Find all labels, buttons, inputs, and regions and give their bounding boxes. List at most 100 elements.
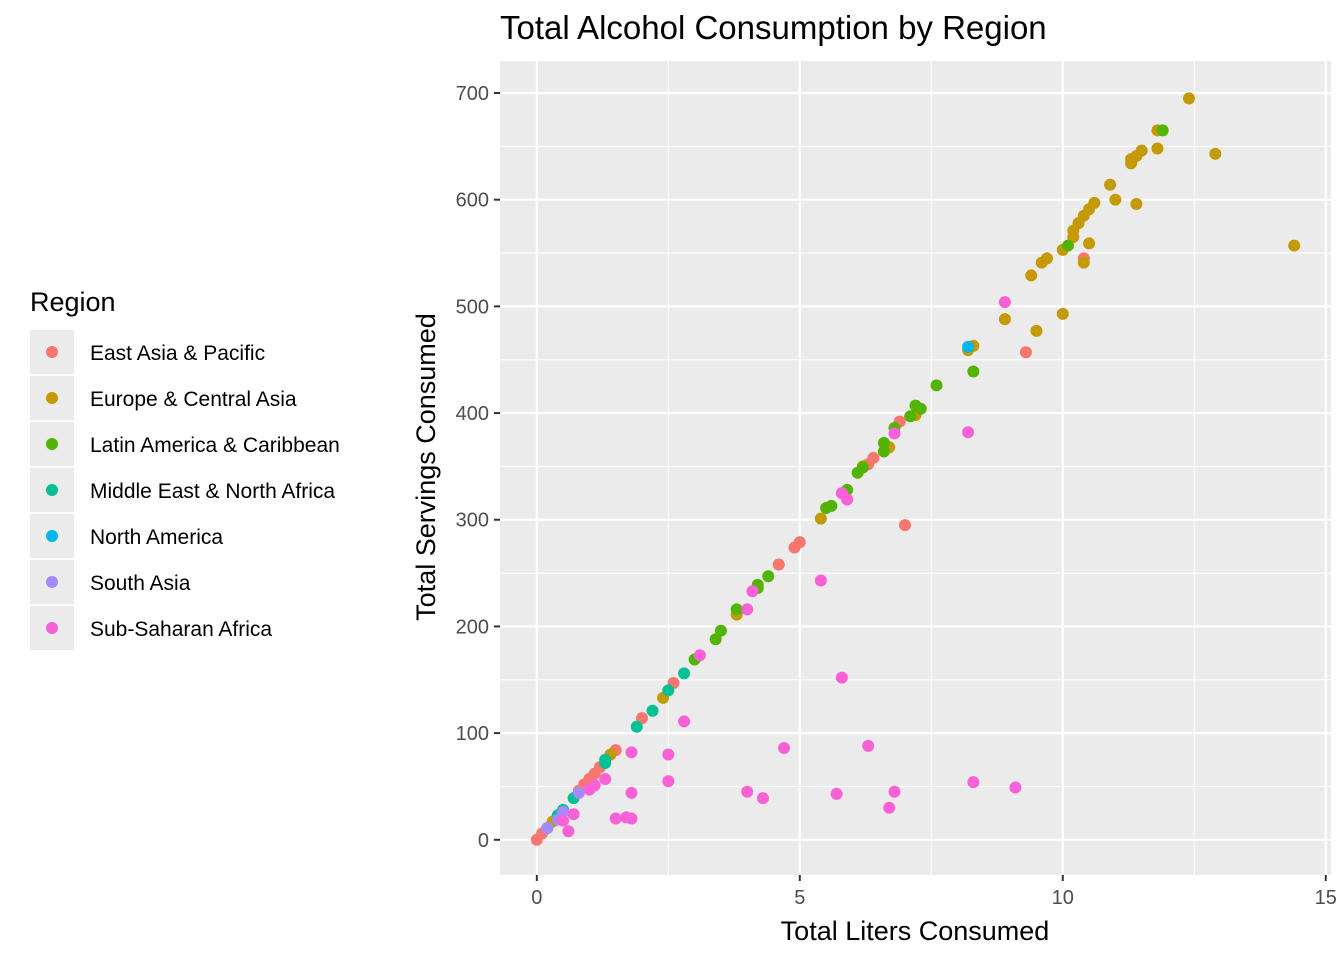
data-point (962, 340, 975, 353)
data-point (930, 379, 943, 392)
data-point (862, 739, 875, 752)
data-point (1062, 239, 1075, 252)
plot-panel (500, 61, 1331, 875)
y-axis-title: Total Servings Consumed (411, 313, 441, 621)
data-point (541, 822, 554, 835)
y-tick-label: 300 (456, 510, 489, 532)
legend: East Asia & Pacific Europe & Central Asia… (30, 330, 340, 650)
y-tick-label: 600 (456, 190, 489, 212)
data-point (662, 748, 675, 761)
data-point (856, 461, 869, 474)
data-point (567, 808, 580, 821)
legend-label: North America (90, 526, 223, 549)
gridlines (500, 61, 1331, 875)
data-point (1040, 252, 1053, 265)
data-point (883, 801, 896, 814)
data-point (830, 787, 843, 800)
data-point (746, 585, 759, 598)
legend-key-dot (46, 484, 58, 496)
data-point (1151, 142, 1164, 155)
data-point (662, 775, 675, 788)
data-point (1135, 144, 1148, 157)
legend-title: Region (30, 287, 116, 317)
data-point (877, 436, 890, 449)
legend-label: Middle East & North Africa (90, 480, 335, 503)
chart-title: Total Alcohol Consumption by Region (500, 9, 1047, 46)
data-point (646, 704, 659, 717)
data-point (962, 426, 975, 439)
data-point (562, 825, 575, 838)
data-point (662, 684, 675, 697)
y-tick-label: 500 (456, 296, 489, 318)
data-point (741, 785, 754, 798)
data-point (1009, 781, 1022, 794)
legend-key-dot (46, 346, 58, 358)
data-point (599, 753, 612, 766)
data-point (888, 785, 901, 798)
data-point (762, 570, 775, 583)
legend-key-dot (46, 392, 58, 404)
data-point (1130, 197, 1143, 210)
data-point (756, 792, 769, 805)
data-point (625, 746, 638, 759)
axis-ticks: 0 5 10 15 0 100 200 300 400 500 600 700 (456, 83, 1337, 909)
data-point (1182, 92, 1195, 105)
x-axis-title: Total Liters Consumed (781, 916, 1050, 946)
data-point (967, 365, 980, 378)
legend-label: East Asia & Pacific (90, 342, 265, 365)
data-point (793, 536, 806, 549)
data-point (730, 603, 743, 616)
data-point (814, 512, 827, 525)
legend-key-dot (46, 622, 58, 634)
data-point (572, 786, 585, 799)
legend-key-dot (46, 438, 58, 450)
data-point (1019, 346, 1032, 359)
y-tick-label: 200 (456, 616, 489, 638)
data-point (599, 772, 612, 785)
y-tick-label: 0 (478, 830, 489, 852)
data-point (904, 410, 917, 423)
y-tick-label: 400 (456, 403, 489, 425)
legend-label: South Asia (90, 572, 191, 595)
data-point (998, 313, 1011, 326)
data-point (778, 742, 791, 755)
data-point (835, 671, 848, 684)
x-tick-label: 0 (531, 887, 542, 909)
data-point (609, 812, 622, 825)
y-tick-label: 700 (456, 83, 489, 105)
data-point (841, 493, 854, 506)
data-point (557, 806, 570, 819)
data-point (588, 779, 601, 792)
data-point (888, 427, 901, 440)
legend-label: Europe & Central Asia (90, 388, 297, 411)
data-point (814, 574, 827, 587)
data-point (967, 776, 980, 789)
data-point (1104, 178, 1117, 191)
data-point (1030, 324, 1043, 337)
data-point (998, 296, 1011, 309)
data-point (867, 451, 880, 464)
data-point (625, 812, 638, 825)
data-point (678, 667, 691, 680)
x-tick-label: 10 (1052, 887, 1074, 909)
legend-label: Latin America & Caribbean (90, 434, 340, 457)
data-point (1209, 147, 1222, 160)
data-point (1077, 256, 1090, 269)
data-point (1025, 269, 1038, 282)
data-point (898, 519, 911, 532)
data-point (1109, 193, 1122, 206)
data-point (557, 814, 570, 827)
data-point (1288, 239, 1301, 252)
data-point (772, 558, 785, 571)
legend-key-dot (46, 576, 58, 588)
data-point (1088, 196, 1101, 209)
data-point (1083, 237, 1096, 250)
data-point (693, 649, 706, 662)
y-tick-label: 100 (456, 723, 489, 745)
data-point (825, 499, 838, 512)
data-point (630, 720, 643, 733)
data-point (914, 402, 927, 415)
data-point (741, 603, 754, 616)
data-points (530, 92, 1301, 846)
legend-key-dot (46, 530, 58, 542)
